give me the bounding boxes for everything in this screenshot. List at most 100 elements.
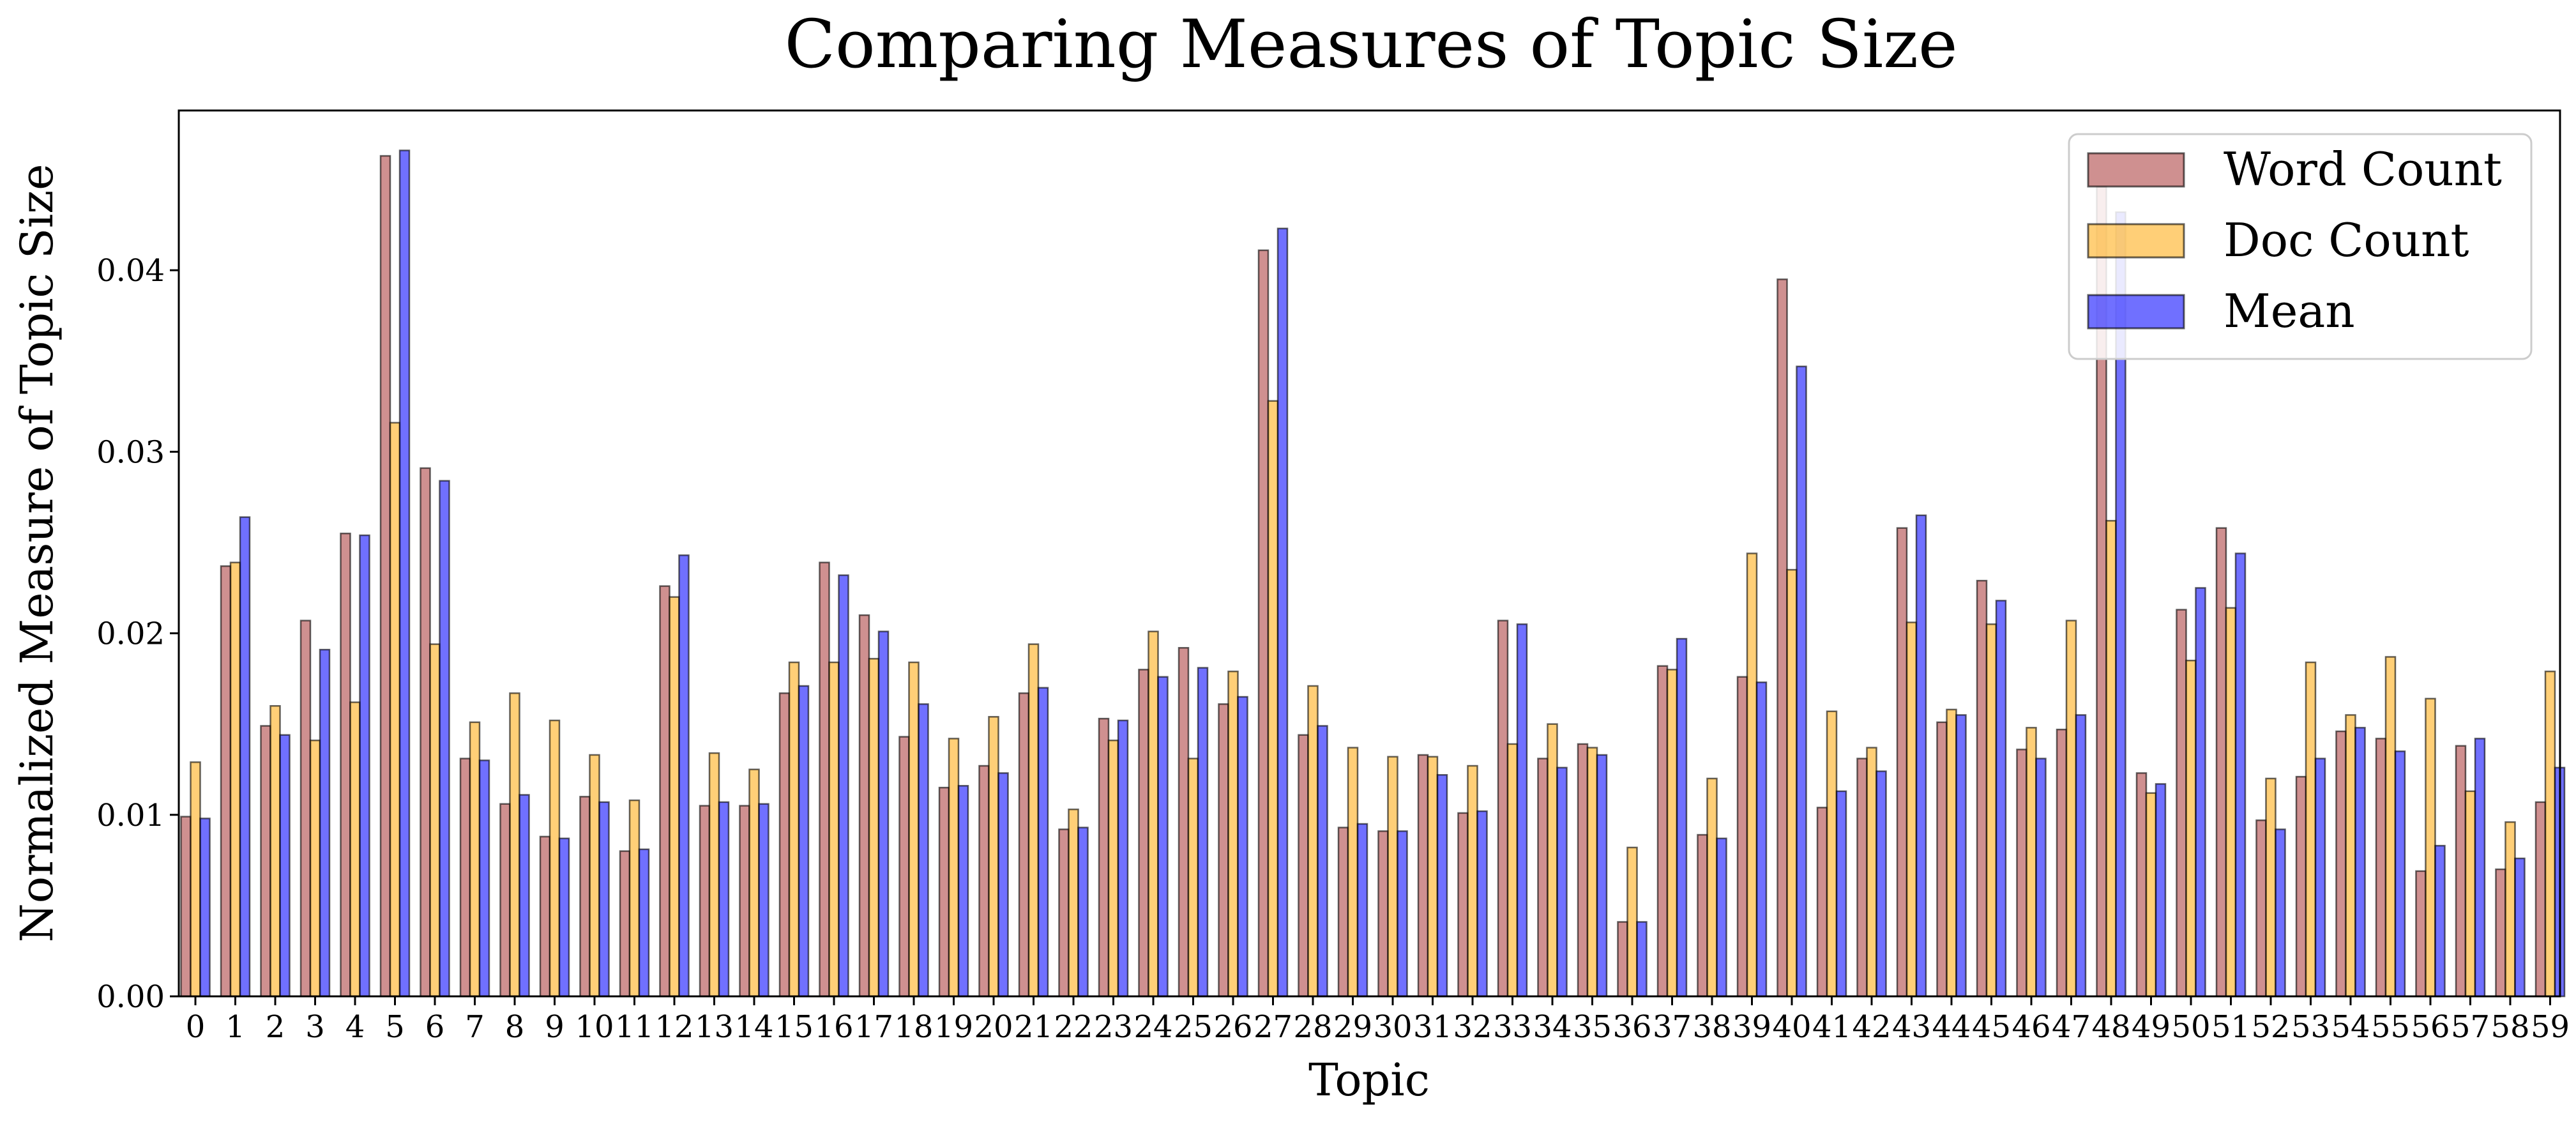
bar-mean-topic-33 (1516, 623, 1528, 998)
bar-word-count-topic-21 (1018, 692, 1030, 998)
x-tick-label: 23 (1094, 1009, 1133, 1045)
x-tick-label: 20 (974, 1009, 1013, 1045)
bar-word-count-topic-9 (539, 835, 551, 998)
x-tick-label: 15 (775, 1009, 814, 1045)
bar-doc-count-topic-56 (2425, 697, 2436, 998)
bar-doc-count-topic-28 (1307, 685, 1319, 998)
bar-word-count-topic-40 (1777, 278, 1788, 998)
bar-word-count-topic-8 (499, 803, 511, 998)
bar-word-count-topic-42 (1856, 757, 1868, 998)
bar-mean-topic-4 (359, 534, 370, 998)
bar-word-count-topic-3 (299, 620, 312, 998)
x-tick-label: 9 (545, 1009, 564, 1045)
legend-label-mean: Mean (2224, 284, 2355, 338)
x-tick-label: 55 (2371, 1009, 2410, 1045)
x-tick-label: 57 (2451, 1009, 2490, 1045)
bar-mean-topic-27 (1277, 227, 1289, 998)
x-tick-label: 47 (2052, 1009, 2091, 1045)
bar-doc-count-topic-19 (948, 738, 960, 998)
bar-doc-count-topic-50 (2185, 659, 2197, 998)
x-tick-label: 58 (2490, 1009, 2529, 1045)
bar-mean-topic-17 (877, 630, 890, 998)
bar-word-count-topic-1 (220, 565, 232, 998)
bar-doc-count-topic-53 (2305, 661, 2317, 998)
bar-doc-count-topic-17 (868, 658, 880, 998)
x-tick-label: 31 (1413, 1009, 1452, 1045)
x-tick-label: 16 (814, 1009, 853, 1045)
bar-mean-topic-31 (1436, 774, 1448, 998)
bar-mean-topic-0 (199, 818, 211, 998)
bar-doc-count-topic-1 (229, 561, 241, 998)
bar-doc-count-topic-6 (429, 643, 441, 998)
x-tick-label: 22 (1054, 1009, 1093, 1045)
x-axis: 0 1 2 3 4 5 6 7 8 9 10 11 12 13 14 15 16 17 18 19 20 21 22 23 24… (186, 996, 2570, 1045)
bar-doc-count-topic-46 (2026, 727, 2037, 998)
x-tick-label: 40 (1772, 1009, 1811, 1045)
bar-doc-count-topic-20 (988, 716, 999, 998)
x-tick-label: 7 (465, 1009, 485, 1045)
bar-mean-topic-7 (478, 759, 490, 998)
bar-mean-topic-39 (1755, 681, 1768, 998)
bar-doc-count-topic-54 (2345, 714, 2356, 998)
x-tick-label: 37 (1653, 1009, 1692, 1045)
bar-mean-topic-50 (2195, 587, 2206, 998)
bar-word-count-topic-47 (2056, 728, 2068, 998)
bar-doc-count-topic-32 (1467, 765, 1478, 998)
bar-doc-count-topic-10 (589, 754, 600, 998)
bar-doc-count-topic-15 (788, 661, 800, 998)
bar-mean-topic-8 (519, 794, 530, 998)
bar-mean-topic-23 (1117, 719, 1129, 998)
bar-word-count-topic-39 (1736, 676, 1748, 998)
bar-doc-count-topic-34 (1547, 723, 1558, 998)
bar-doc-count-topic-57 (2464, 790, 2476, 998)
bar-word-count-topic-13 (699, 805, 711, 998)
x-tick-label: 43 (1892, 1009, 1931, 1045)
bar-mean-topic-43 (1915, 514, 1927, 998)
bar-doc-count-topic-4 (349, 701, 361, 998)
y-tick-label: 0.01 (96, 798, 165, 833)
x-axis-label: Topic (1308, 1054, 1430, 1106)
bar-mean-topic-16 (838, 574, 849, 998)
bar-mean-topic-25 (1197, 667, 1209, 998)
bar-mean-topic-14 (758, 803, 769, 998)
bar-doc-count-topic-37 (1666, 669, 1678, 998)
bar-word-count-topic-46 (2016, 749, 2027, 998)
x-tick-label: 46 (2012, 1009, 2050, 1045)
bar-doc-count-topic-3 (309, 739, 321, 998)
bar-doc-count-topic-36 (1626, 846, 1638, 998)
bar-doc-count-topic-22 (1068, 809, 1079, 998)
bar-mean-topic-41 (1835, 790, 1847, 998)
x-tick-label: 25 (1174, 1009, 1213, 1045)
bar-doc-count-topic-2 (269, 704, 281, 998)
bar-doc-count-topic-42 (1866, 747, 1877, 998)
bar-doc-count-topic-40 (1786, 568, 1798, 998)
x-tick-label: 39 (1732, 1009, 1771, 1045)
bar-mean-topic-40 (1796, 365, 1807, 998)
bar-word-count-topic-56 (2415, 870, 2427, 998)
bar-mean-topic-56 (2434, 844, 2446, 998)
bar-word-count-topic-49 (2135, 772, 2148, 998)
bar-mean-topic-38 (1716, 837, 1727, 998)
bar-mean-topic-37 (1676, 637, 1688, 998)
bar-word-count-topic-45 (1976, 579, 1988, 998)
bar-doc-count-topic-29 (1347, 747, 1359, 998)
x-tick-label: 59 (2531, 1009, 2570, 1045)
x-tick-label: 2 (266, 1009, 285, 1045)
bar-mean-topic-51 (2234, 552, 2246, 998)
x-tick-label: 36 (1612, 1009, 1651, 1045)
x-tick-label: 1 (225, 1009, 245, 1045)
bar-mean-topic-26 (1237, 696, 1248, 998)
bar-doc-count-topic-51 (2225, 607, 2237, 998)
bar-word-count-topic-57 (2455, 745, 2467, 998)
bar-mean-topic-52 (2275, 828, 2286, 998)
bar-doc-count-topic-11 (628, 799, 640, 998)
bar-word-count-topic-36 (1617, 921, 1628, 998)
bar-word-count-topic-19 (938, 786, 950, 998)
x-tick-label: 27 (1254, 1009, 1292, 1045)
bar-mean-topic-5 (398, 149, 411, 998)
bar-mean-topic-13 (718, 801, 730, 998)
bar-word-count-topic-7 (459, 757, 471, 998)
x-tick-label: 5 (385, 1009, 405, 1045)
x-tick-label: 50 (2171, 1009, 2210, 1045)
x-tick-label: 33 (1493, 1009, 1532, 1045)
